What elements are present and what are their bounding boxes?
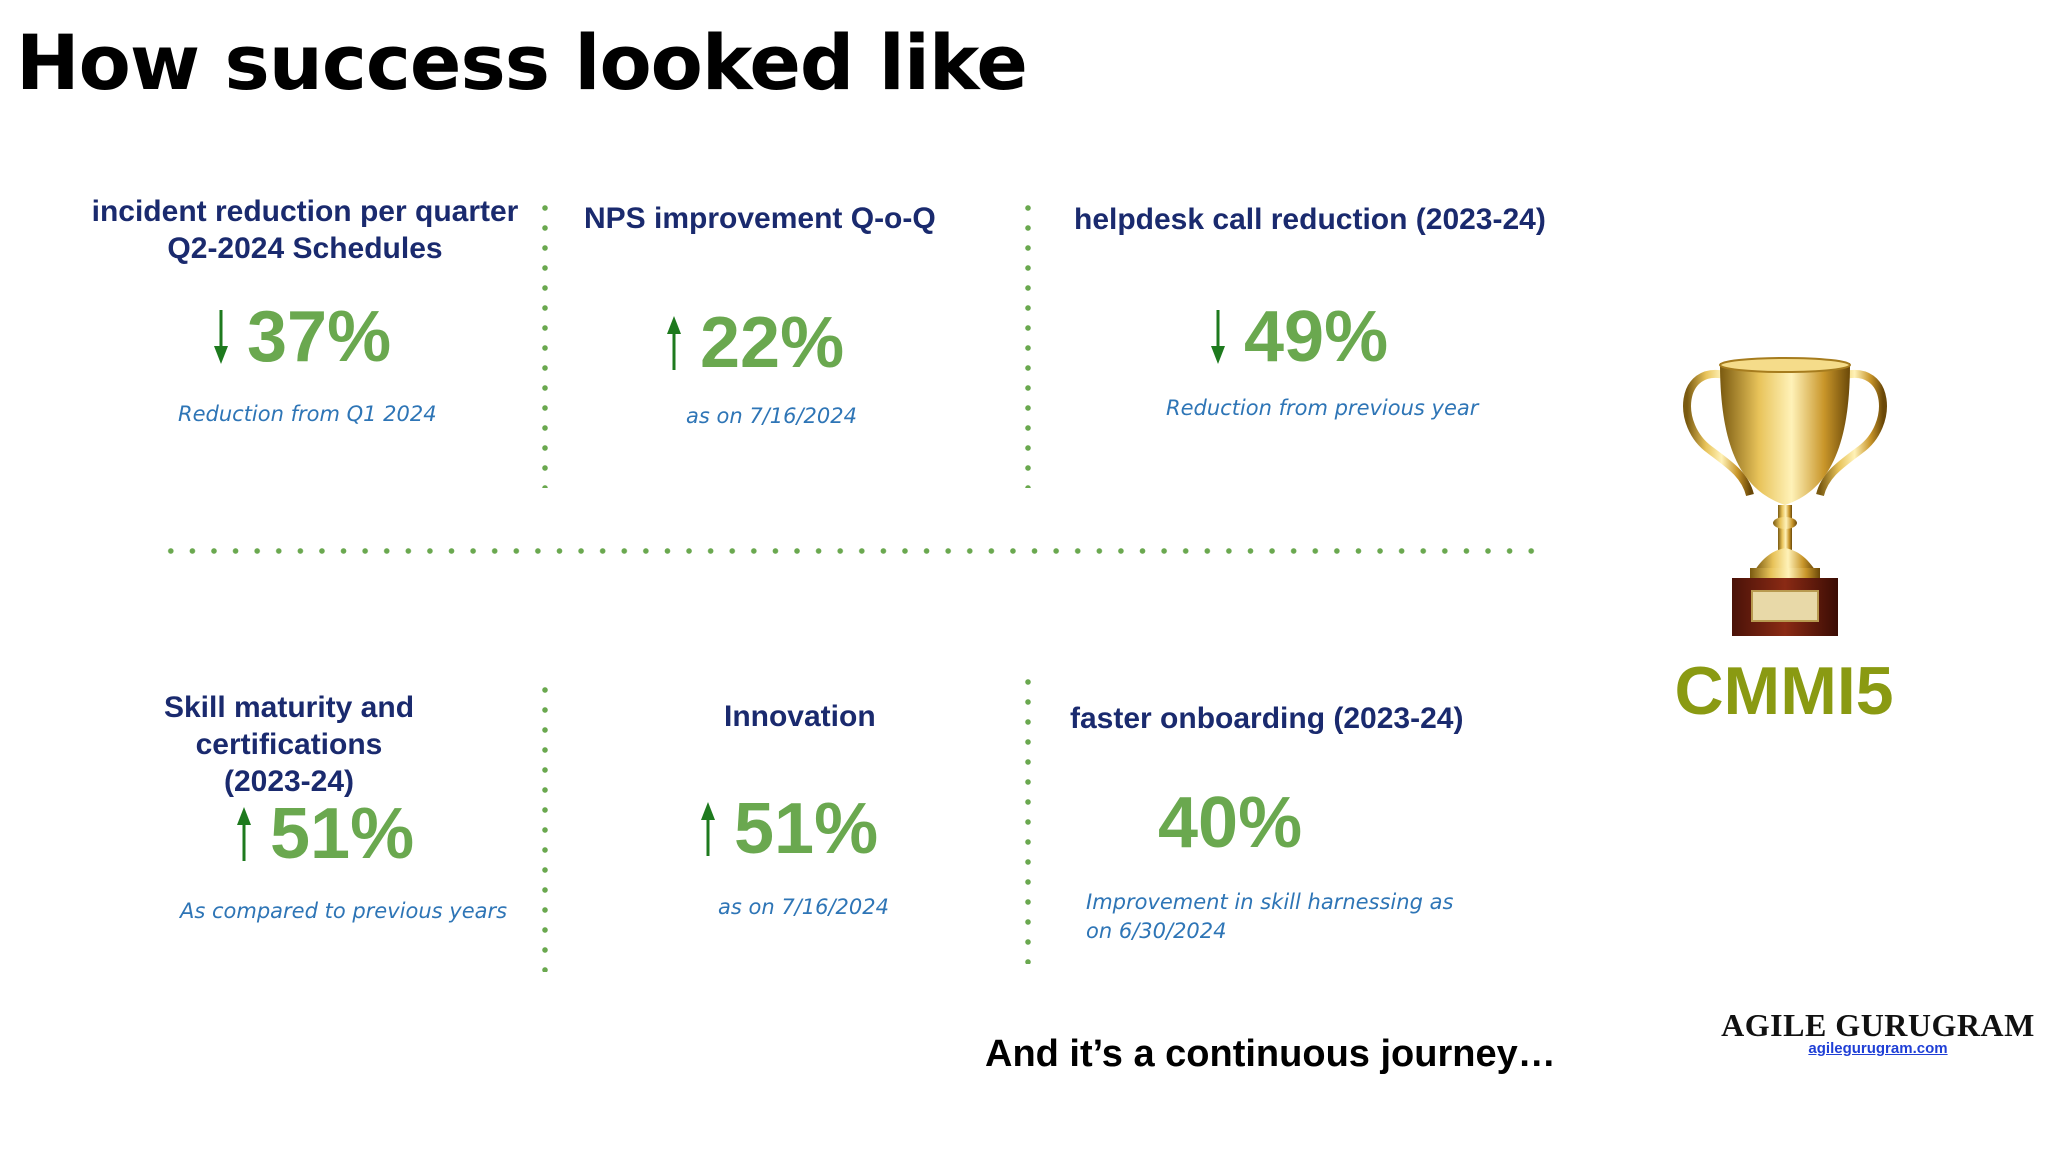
arrow-up-icon <box>666 316 682 370</box>
metric-value-row: 37% <box>213 296 391 378</box>
divider-horizontal <box>160 547 1540 555</box>
metric-note: As compared to previous years <box>180 899 508 923</box>
arrow-up-icon <box>236 807 252 861</box>
metric-value-row: 40% <box>1158 782 1302 864</box>
metric-heading: incident reduction per quarter Q2-2024 S… <box>91 195 519 265</box>
arrow-down-icon <box>1210 310 1226 364</box>
metric-note: Improvement in skill harnessing as on 6/… <box>1086 890 1454 943</box>
cmmi-badge: CMMI5 <box>1674 653 1894 729</box>
brand-name: AGILE GURUGRAM <box>1721 1007 2035 1043</box>
metric-heading: faster onboarding (2023-24) <box>1070 702 1464 735</box>
metric-value-row: 51% <box>236 793 414 875</box>
metric-note: as on 7/16/2024 <box>686 404 857 428</box>
metric-value: 22% <box>700 303 845 383</box>
metric-heading: helpdesk call reduction (2023-24) <box>1074 203 1546 236</box>
divider-vertical <box>1025 198 1031 488</box>
arrow-up-icon <box>700 802 716 856</box>
divider-vertical <box>542 680 548 972</box>
divider-vertical <box>1025 672 1031 964</box>
metric-heading: Innovation <box>724 700 876 733</box>
metric-value: 37% <box>247 297 392 377</box>
metric-value: 49% <box>1244 297 1389 377</box>
metric-note: as on 7/16/2024 <box>718 895 889 919</box>
arrow-down-icon <box>213 310 229 364</box>
metric-value-row: 49% <box>1210 296 1388 378</box>
metric-note: Reduction from previous year <box>1166 396 1479 420</box>
trophy-icon <box>1670 355 1900 640</box>
metric-note: Reduction from Q1 2024 <box>178 402 437 426</box>
metric-heading: NPS improvement Q-o-Q <box>584 202 936 235</box>
metric-heading: Skill maturity and certifications (2023-… <box>163 691 415 798</box>
metric-value-row: 22% <box>666 302 844 384</box>
metric-value: 51% <box>734 789 879 869</box>
metric-value-row: 51% <box>700 788 878 870</box>
divider-vertical <box>542 198 548 488</box>
brand-logo: AGILE GURUGRAM agilegurugram.com <box>1718 1007 2038 1057</box>
metric-value: 40% <box>1158 783 1303 863</box>
slide-title: How success looked like <box>16 18 1028 107</box>
metric-value: 51% <box>270 794 415 874</box>
footer-text: And it’s a continuous journey… <box>985 1033 1556 1075</box>
brand-url-link[interactable]: agilegurugram.com <box>1808 1040 1948 1057</box>
